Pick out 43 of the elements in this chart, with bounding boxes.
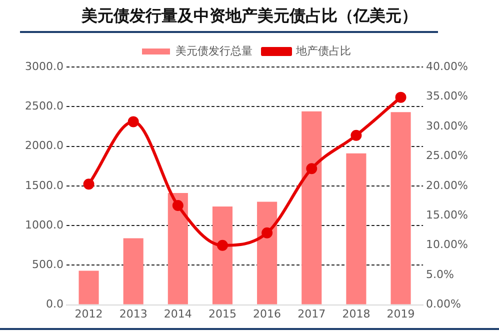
- x-tick-label: 2013: [119, 307, 148, 320]
- point: [128, 116, 139, 128]
- y2-tick-label: 40.00%: [426, 60, 468, 73]
- x-tick-label: 2017: [298, 307, 326, 320]
- legend-label: 地产债占比: [295, 44, 351, 58]
- bar: [390, 112, 411, 304]
- y-tick-label: 2500.0: [24, 99, 64, 112]
- point: [83, 178, 94, 190]
- y2-tick-label: 25.00%: [426, 149, 468, 162]
- bar: [78, 270, 99, 304]
- point: [172, 200, 184, 212]
- bar: [302, 111, 322, 304]
- y2-tick-label: 35.00%: [426, 90, 468, 103]
- y2-tick-label: 10.00%: [426, 238, 468, 252]
- y-tick-label: 0.0: [46, 298, 64, 311]
- y-tick-label: 1000.0: [24, 218, 64, 232]
- y2-tick-label: 20.00%: [426, 178, 468, 192]
- y2-tick-label: 5.0%: [426, 268, 454, 281]
- x-tick-label: 2015: [208, 307, 236, 320]
- y-tick-label: 2000.0: [24, 139, 64, 152]
- x-tick-label: 2014: [164, 307, 192, 320]
- y-tick-label: 1500.0: [24, 178, 64, 192]
- chart-title: 美元债发行量及中资地产美元债占比（亿美元）: [80, 6, 418, 27]
- bar: [346, 153, 366, 304]
- point: [306, 163, 318, 174]
- y-tick-label: 3000.0: [24, 60, 64, 73]
- legend-label: 美元债发行总量: [176, 44, 252, 58]
- x-tick-label: 2019: [386, 307, 415, 320]
- bar: [212, 206, 233, 304]
- y2-tick-label: 15.00%: [426, 208, 468, 222]
- bar: [168, 193, 188, 304]
- y2-tick-label: 0.00%: [426, 298, 462, 311]
- point: [350, 130, 362, 141]
- x-tick-label: 2018: [342, 307, 370, 320]
- point: [262, 227, 273, 238]
- y-tick-label: 500.0: [32, 258, 64, 272]
- point: [216, 240, 228, 251]
- point: [395, 92, 406, 103]
- bar: [123, 238, 144, 304]
- y2-tick-label: 30.00%: [426, 119, 468, 132]
- bar: [257, 202, 278, 304]
- x-tick-label: 2012: [74, 307, 103, 320]
- x-tick-label: 2016: [253, 307, 282, 320]
